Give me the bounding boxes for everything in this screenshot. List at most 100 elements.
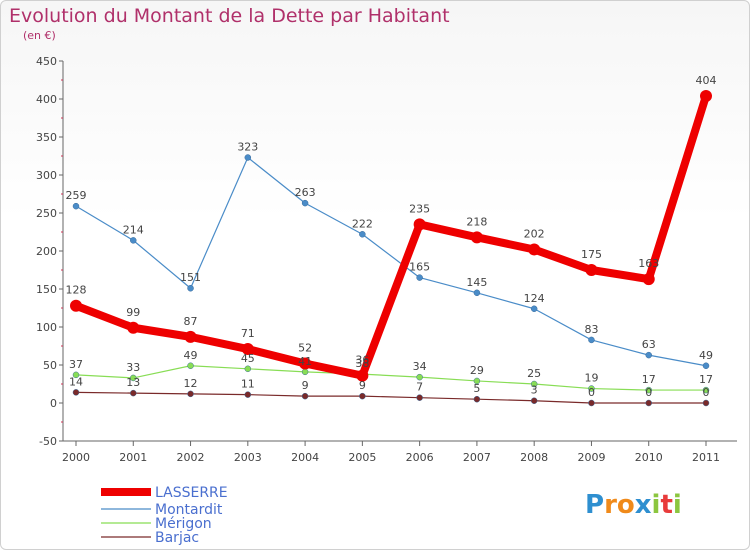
data-label: 41 (298, 355, 312, 368)
data-label: 7 (416, 381, 423, 394)
data-label: 33 (126, 361, 140, 374)
data-point (530, 305, 538, 313)
data-label: 218 (466, 215, 487, 228)
data-point (642, 273, 655, 286)
data-point (473, 395, 481, 403)
data-point (700, 89, 712, 102)
data-label: 13 (126, 376, 140, 389)
series-line (75, 365, 707, 391)
data-label: 5 (473, 382, 480, 395)
data-point (473, 289, 481, 297)
x-tick-label: 2006 (406, 451, 434, 464)
data-point (530, 397, 538, 404)
data-point (413, 218, 426, 231)
data-label: 214 (123, 223, 144, 236)
data-point (72, 389, 80, 396)
y-tick-label: 300 (36, 169, 57, 182)
data-point (359, 231, 366, 238)
logo-letter: o (616, 490, 635, 520)
data-point (588, 336, 595, 344)
data-label: 36 (355, 354, 369, 367)
data-point (241, 343, 254, 356)
data-label: 151 (180, 271, 201, 284)
data-label: 128 (66, 284, 87, 297)
data-label: 175 (581, 248, 602, 261)
data-point (72, 371, 80, 379)
y-tick-label: 400 (36, 93, 57, 106)
data-point (184, 330, 197, 343)
data-point (416, 373, 423, 381)
logo-letter: i (672, 490, 682, 520)
data-label: 52 (298, 341, 312, 354)
x-tick-label: 2008 (520, 451, 548, 464)
data-point (299, 357, 312, 370)
y-tick-label: 250 (36, 207, 57, 220)
data-label: 0 (645, 386, 652, 399)
data-label: 202 (524, 227, 545, 240)
data-point (585, 264, 598, 276)
data-label: 12 (184, 377, 198, 390)
data-point (130, 389, 137, 397)
x-tick-label: 2004 (291, 451, 319, 464)
data-label: 83 (584, 323, 598, 336)
data-point (645, 386, 652, 394)
y-tick-label: 200 (36, 245, 57, 258)
data-point (588, 399, 595, 407)
x-tick-label: 2000 (62, 451, 90, 464)
data-point (187, 362, 194, 370)
data-point (70, 299, 82, 312)
data-point (588, 385, 595, 392)
data-label: 222 (352, 217, 373, 230)
data-point (528, 243, 541, 256)
x-tick-label: 2010 (635, 451, 663, 464)
logo-letter: t (660, 490, 673, 520)
data-label: 259 (66, 189, 87, 202)
y-tick-label: 50 (43, 359, 57, 372)
chart-title: Evolution du Montant de la Dette par Hab… (9, 5, 450, 27)
x-tick-label: 2011 (692, 451, 720, 464)
data-label: 49 (184, 349, 198, 362)
data-point (187, 390, 194, 398)
data-label: 45 (241, 352, 255, 365)
data-point (530, 380, 538, 388)
x-tick-label: 2003 (234, 451, 262, 464)
data-point (702, 362, 710, 370)
data-label: 0 (588, 386, 595, 399)
data-point (645, 351, 652, 359)
data-label: 63 (642, 338, 656, 351)
data-point (130, 374, 137, 382)
data-point (470, 231, 483, 244)
data-label: 124 (524, 292, 545, 305)
data-label: 99 (126, 306, 140, 319)
data-label: 9 (302, 379, 309, 392)
x-tick-label: 2007 (463, 451, 491, 464)
data-point (702, 386, 710, 394)
logo-letter: x (634, 490, 652, 520)
data-label: 14 (69, 375, 83, 388)
y-tick-label: 0 (50, 397, 57, 410)
data-point (359, 392, 366, 400)
data-label: 145 (466, 276, 487, 289)
data-point (301, 199, 309, 207)
legend-label: Barjac (155, 530, 199, 546)
data-point (187, 284, 194, 292)
x-tick-label: 2009 (577, 451, 605, 464)
chart-subtitle: (en €) (23, 29, 56, 42)
y-tick-label: 100 (36, 321, 57, 334)
x-tick-label: 2005 (348, 451, 376, 464)
data-label: 163 (638, 257, 659, 270)
data-label: 38 (355, 357, 369, 370)
data-label: 25 (527, 367, 541, 380)
data-point (416, 274, 423, 281)
data-point (244, 391, 252, 398)
data-point (416, 394, 423, 401)
series-line (75, 391, 707, 404)
data-label: 37 (69, 358, 83, 371)
data-label: 17 (699, 373, 713, 386)
data-label: 165 (409, 261, 430, 274)
data-label: 71 (241, 327, 255, 340)
data-label: 34 (413, 360, 427, 373)
data-label: 235 (409, 202, 430, 215)
